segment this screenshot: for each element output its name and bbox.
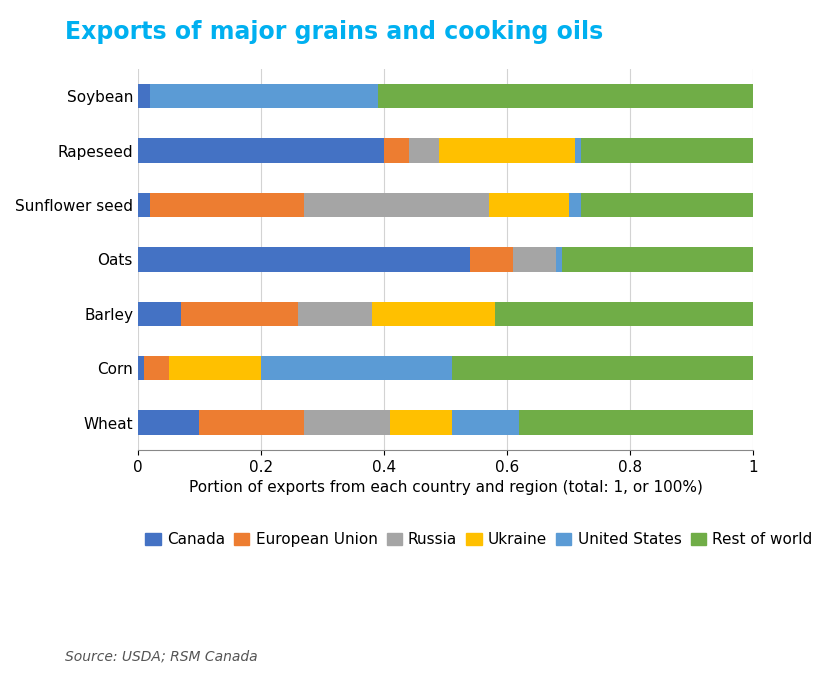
Bar <box>451 410 519 435</box>
Bar <box>519 410 753 435</box>
Bar <box>569 193 581 217</box>
Bar <box>409 138 439 163</box>
Bar <box>138 247 470 272</box>
Bar <box>298 301 371 326</box>
Bar <box>451 356 753 380</box>
Bar <box>169 356 261 380</box>
Bar <box>138 138 384 163</box>
Bar <box>138 410 199 435</box>
Bar <box>581 138 753 163</box>
Bar <box>557 247 562 272</box>
Bar <box>181 301 298 326</box>
Bar <box>581 193 753 217</box>
Bar <box>562 247 753 272</box>
Bar <box>574 138 581 163</box>
Bar <box>470 247 513 272</box>
Bar <box>513 247 557 272</box>
Bar <box>138 84 150 109</box>
X-axis label: Portion of exports from each country and region (total: 1, or 100%): Portion of exports from each country and… <box>188 480 703 495</box>
Bar <box>378 84 753 109</box>
Bar <box>138 193 150 217</box>
Text: Source: USDA; RSM Canada: Source: USDA; RSM Canada <box>65 650 258 664</box>
Bar <box>304 410 390 435</box>
Bar <box>371 301 494 326</box>
Bar <box>489 193 569 217</box>
Legend: Canada, European Union, Russia, Ukraine, United States, Rest of world: Canada, European Union, Russia, Ukraine,… <box>140 526 816 553</box>
Bar <box>150 84 378 109</box>
Bar <box>150 193 304 217</box>
Bar <box>304 193 489 217</box>
Bar <box>390 410 451 435</box>
Bar <box>138 301 181 326</box>
Bar <box>144 356 169 380</box>
Bar <box>261 356 451 380</box>
Text: Exports of major grains and cooking oils: Exports of major grains and cooking oils <box>65 20 604 44</box>
Bar <box>494 301 753 326</box>
Bar <box>439 138 574 163</box>
Bar <box>199 410 304 435</box>
Bar <box>138 356 144 380</box>
Bar <box>384 138 409 163</box>
